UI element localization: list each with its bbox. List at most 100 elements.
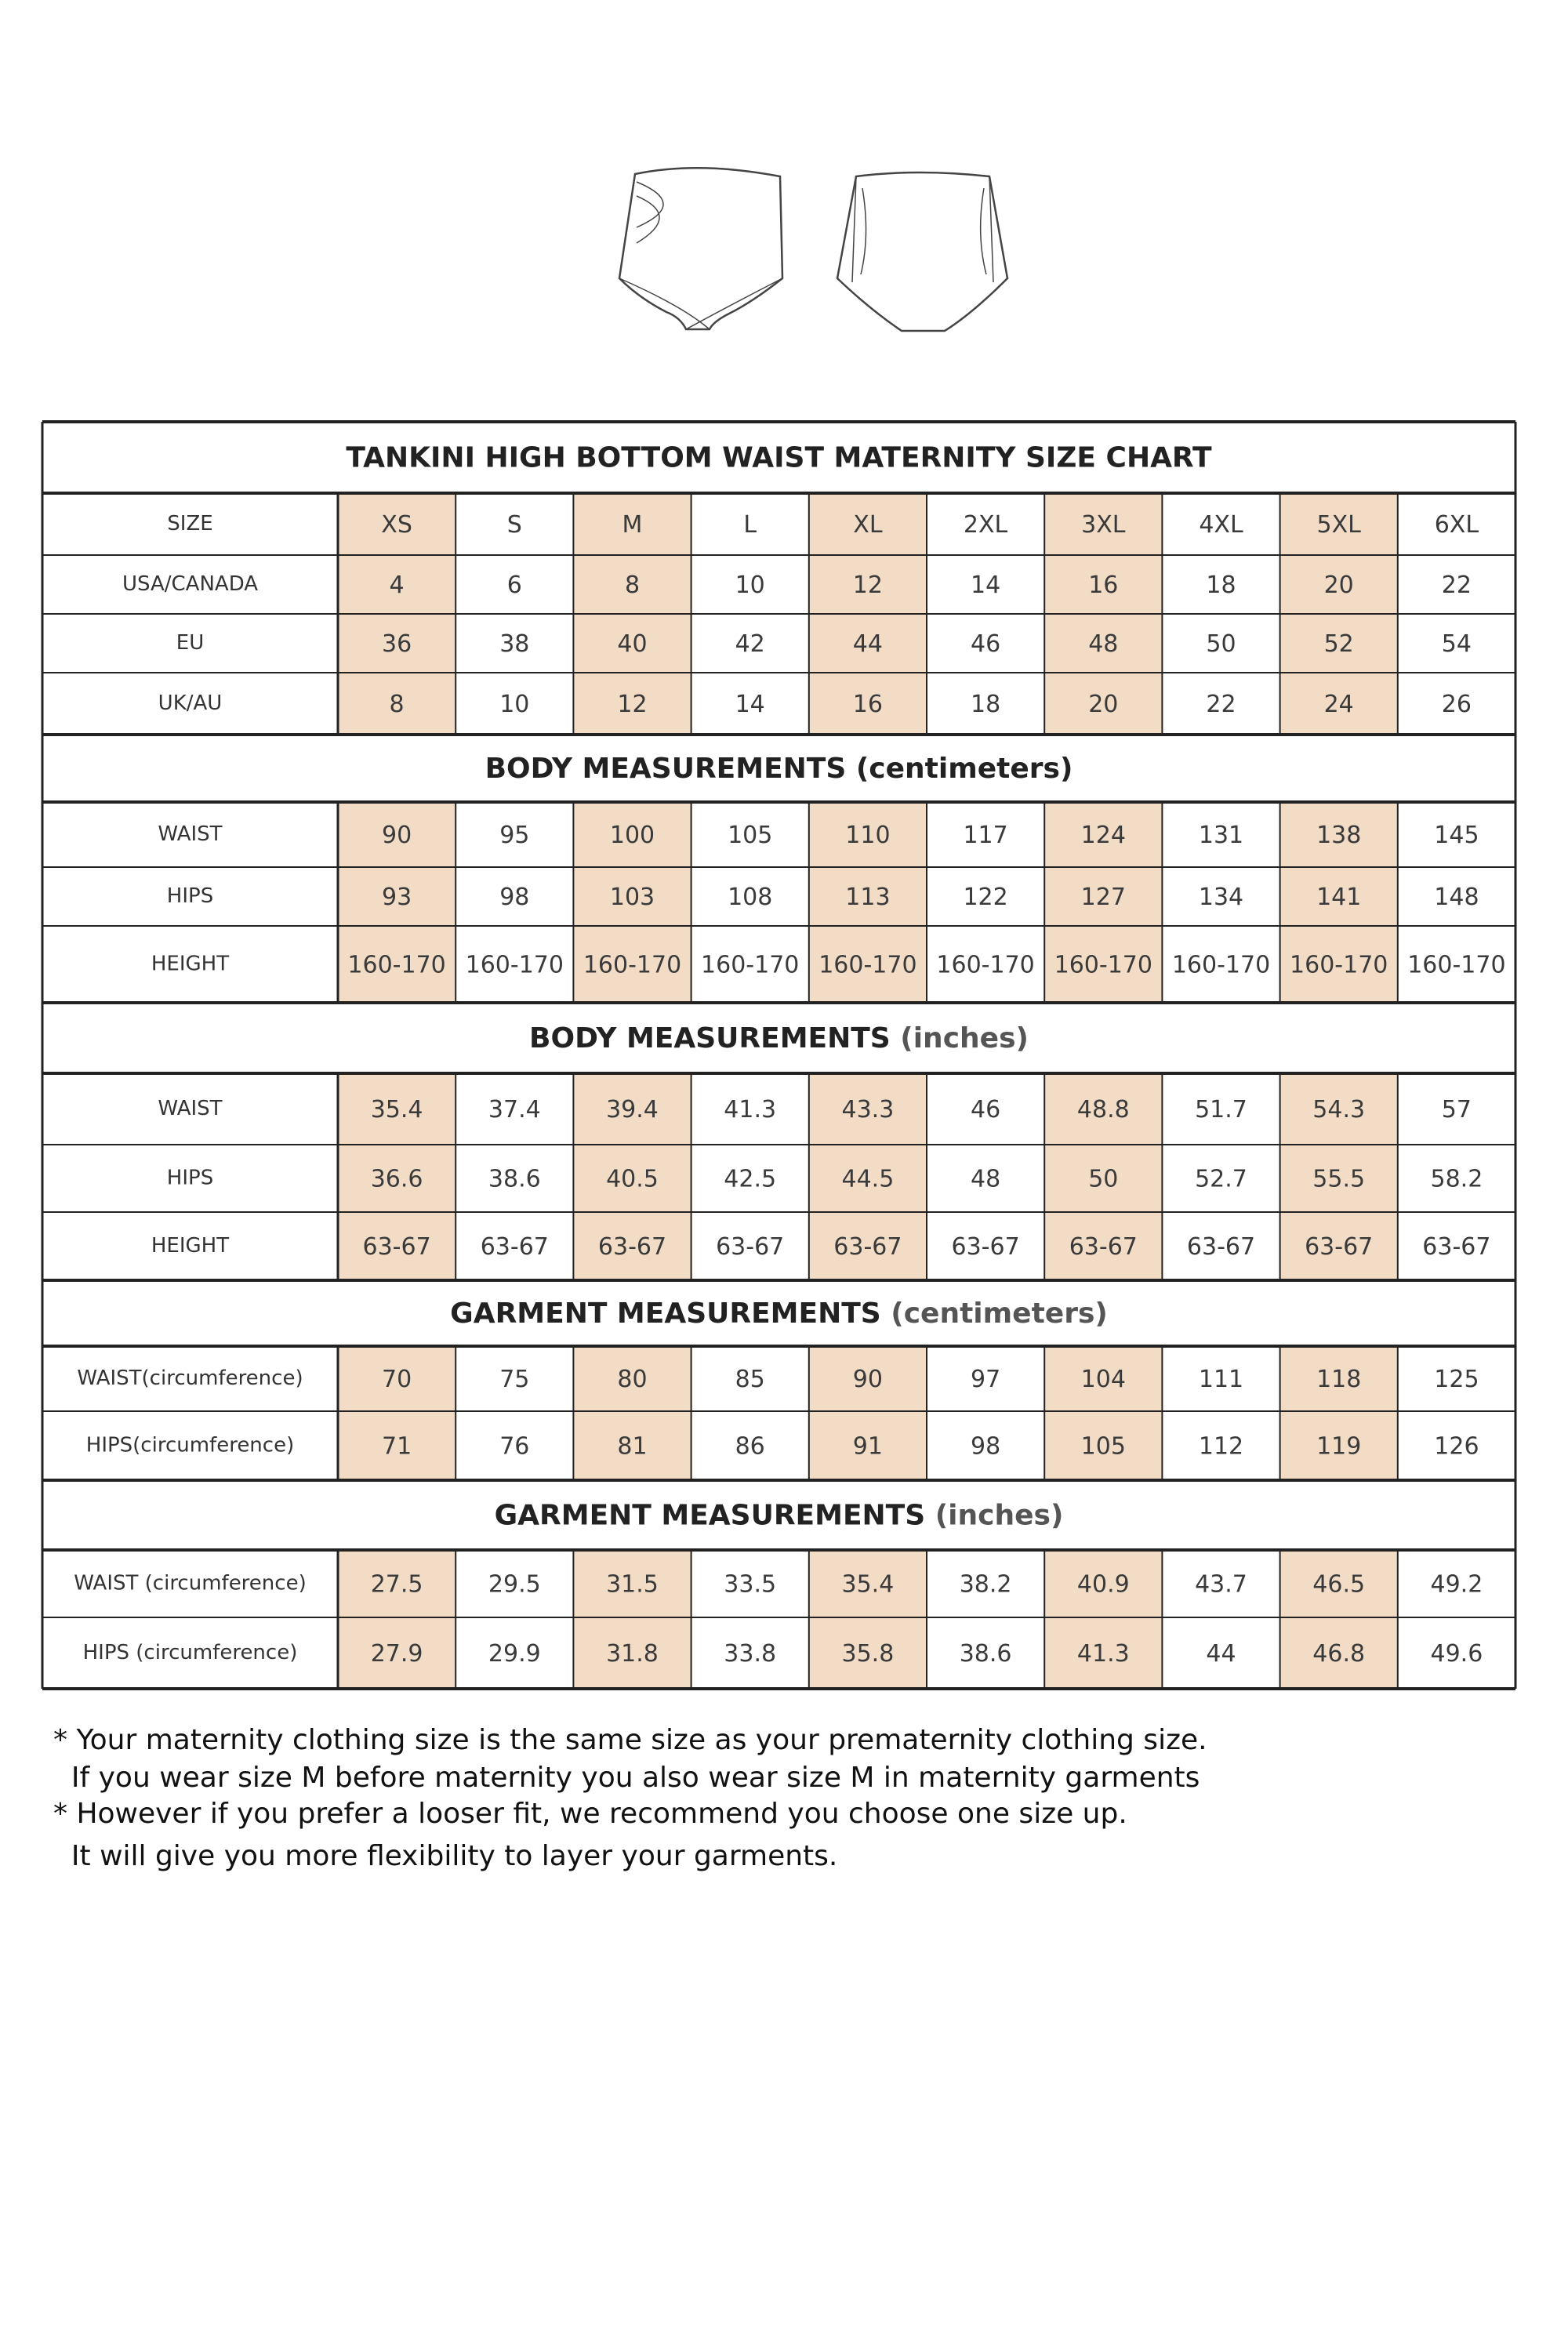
cell-value: 16 [853, 691, 883, 718]
cell-value: 160-170 [1290, 952, 1388, 979]
cell-value: 46.5 [1312, 1571, 1365, 1599]
cell-value: 43.3 [842, 1096, 895, 1123]
cell-value: 105 [728, 822, 772, 849]
cell-value: 93 [382, 884, 412, 911]
cell-value: 37.4 [488, 1096, 541, 1123]
row-label: WAIST [158, 1097, 222, 1120]
cell-value: 18 [1206, 572, 1236, 599]
highlight-cell [808, 1550, 927, 1617]
cell-value: 40.5 [606, 1166, 659, 1193]
cell-value: 31.8 [606, 1640, 659, 1668]
row-label: HIPS [167, 884, 213, 908]
highlight-cell [808, 1617, 927, 1689]
highlight-cell [1044, 493, 1163, 555]
row-label: HEIGHT [151, 953, 229, 976]
highlight-cell [573, 555, 691, 614]
cell-value: 6XL [1435, 511, 1479, 539]
highlight-cell [1044, 1617, 1163, 1689]
highlight-cell [338, 926, 456, 1003]
cell-value: 80 [617, 1366, 647, 1393]
highlight-cell [573, 1145, 691, 1212]
cell-value: 36 [382, 630, 412, 658]
cell-value: 118 [1316, 1366, 1361, 1393]
highlight-cell [1044, 614, 1163, 673]
row-label: HIPS (circumference) [83, 1641, 298, 1664]
highlight-cell [573, 926, 691, 1003]
highlight-cell [573, 1073, 691, 1145]
heading-title: GARMENT MEASUREMENTS [495, 1500, 926, 1532]
cell-value: 160-170 [583, 952, 681, 979]
cell-value: 44.5 [842, 1166, 895, 1193]
cell-value: 8 [625, 572, 640, 599]
highlight-cell [1279, 1346, 1398, 1411]
highlight-cell [1279, 1073, 1398, 1145]
cell-value: 97 [971, 1366, 1000, 1393]
highlight-cell [808, 493, 927, 555]
highlight-cell [338, 867, 456, 926]
cell-value: 35.8 [842, 1640, 895, 1668]
cell-value: 126 [1434, 1433, 1479, 1461]
section-heading: BODY MEASUREMENTS (inches) [529, 1022, 1029, 1054]
highlight-cell [1279, 555, 1398, 614]
cell-value: 12 [853, 572, 883, 599]
highlight-cell [808, 926, 927, 1003]
highlight-cell [808, 1346, 927, 1411]
cell-value: 33.5 [724, 1571, 776, 1599]
cell-value: 51.7 [1195, 1096, 1247, 1123]
cell-value: 100 [610, 822, 655, 849]
cell-value: M [622, 511, 643, 539]
row-label: WAIST(circumference) [77, 1367, 303, 1390]
highlight-cell [1044, 926, 1163, 1003]
row-label: HIPS(circumference) [86, 1434, 294, 1457]
highlight-cell [1044, 555, 1163, 614]
cell-value: 63-67 [952, 1233, 1020, 1261]
cell-value: 50 [1088, 1166, 1118, 1193]
highlight-cell [338, 802, 456, 867]
cell-value: 33.8 [724, 1640, 776, 1668]
heading-title: BODY MEASUREMENTS [529, 1022, 891, 1054]
heading-unit: (centimeters) [891, 1298, 1108, 1330]
row-label: WAIST [158, 822, 222, 846]
row-label: UK/AU [158, 691, 223, 715]
footnote: * However if you prefer a looser fit, we… [53, 1798, 1127, 1830]
highlight-cell [808, 614, 927, 673]
highlight-cell [808, 867, 927, 926]
highlight-cell [338, 673, 456, 735]
highlight-cell [1044, 1212, 1163, 1280]
cell-value: 63-67 [1187, 1233, 1255, 1261]
highlight-cell [573, 1346, 691, 1411]
highlight-cell [1044, 802, 1163, 867]
heading-unit: (centimeters) [856, 753, 1073, 785]
cell-value: 36.6 [371, 1166, 423, 1193]
cell-value: 18 [971, 691, 1000, 718]
highlight-cell [1279, 867, 1398, 926]
cell-value: 52 [1324, 630, 1354, 658]
cell-value: 42 [735, 630, 765, 658]
cell-value: 44 [1206, 1640, 1236, 1668]
highlight-cell [338, 1550, 456, 1617]
cell-value: 22 [1206, 691, 1236, 718]
cell-value: 63-67 [481, 1233, 549, 1261]
cell-value: 63-67 [833, 1233, 902, 1261]
cell-value: 48.8 [1077, 1096, 1130, 1123]
highlight-cell [1044, 673, 1163, 735]
cell-value: 76 [499, 1433, 529, 1461]
cell-value: 38.2 [960, 1571, 1012, 1599]
cell-value: S [507, 511, 522, 539]
highlight-cell [573, 1411, 691, 1480]
cell-value: 41.3 [724, 1096, 776, 1123]
footnote: If you wear size M before maternity you … [53, 1762, 1200, 1794]
highlight-cell [1044, 1346, 1163, 1411]
heading-unit: (inches) [900, 1022, 1029, 1054]
highlight-cell [808, 1411, 927, 1480]
cell-value: 160-170 [466, 952, 564, 979]
cell-value: 8 [390, 691, 405, 718]
heading-title: GARMENT MEASUREMENTS [450, 1298, 881, 1330]
cell-value: 134 [1199, 884, 1243, 911]
cell-value: 63-67 [363, 1233, 431, 1261]
heading-title: TANKINI HIGH BOTTOM WAIST MATERNITY SIZE… [346, 442, 1212, 474]
cell-value: 48 [971, 1166, 1000, 1193]
cell-value: 49.6 [1431, 1640, 1483, 1668]
highlight-cell [808, 1073, 927, 1145]
cell-value: 43.7 [1195, 1571, 1247, 1599]
